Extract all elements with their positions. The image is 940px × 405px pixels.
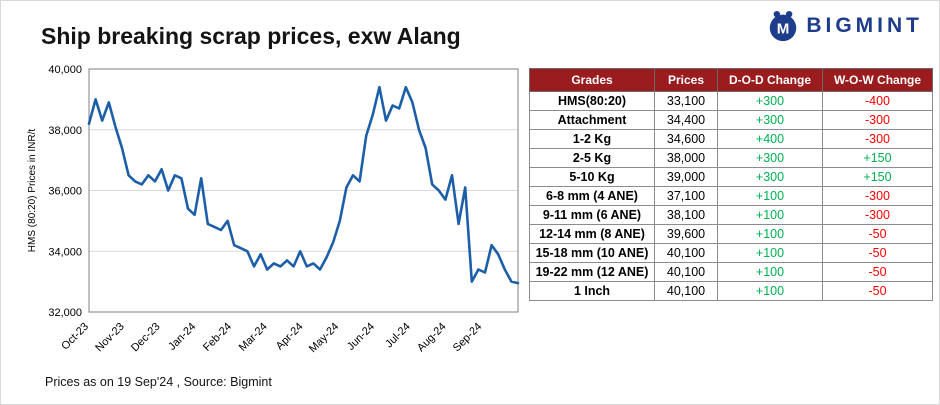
svg-text:38,000: 38,000: [48, 125, 82, 137]
price-cell: 34,400: [654, 110, 718, 130]
dod-change-cell: +100: [717, 205, 823, 225]
price-cell: 34,600: [654, 129, 718, 149]
bigmint-logo-icon: M: [770, 10, 797, 42]
column-header-2: D-O-D Change: [717, 68, 823, 92]
svg-text:May-24: May-24: [307, 321, 341, 355]
svg-text:Mar-24: Mar-24: [237, 321, 270, 354]
price-cell: 38,000: [654, 148, 718, 168]
chart-svg: 32,000 34,000 36,000 38,000 40,000 Oct-23 Nov-…: [27, 64, 520, 355]
svg-text:34,000: 34,000: [48, 246, 82, 258]
wow-change-cell: +150: [822, 167, 933, 187]
svg-text:Oct-23: Oct-23: [59, 321, 91, 353]
svg-text:Feb-24: Feb-24: [201, 321, 234, 354]
dod-change-cell: +100: [717, 224, 823, 244]
price-cell: 40,100: [654, 281, 718, 301]
table-header-row: Grades Prices D-O-D Change W-O-W Change: [529, 68, 933, 92]
grade-cell: HMS(80:20): [529, 91, 655, 111]
column-header-0: Grades: [529, 68, 655, 92]
column-header-3: W-O-W Change: [822, 68, 933, 92]
table-row: 2-5 Kg 38,000 +300 +150: [529, 148, 933, 168]
column-header-1: Prices: [654, 68, 718, 92]
wow-change-cell: -300: [822, 110, 933, 130]
svg-text:HMS (80:20) Prices in INR/t: HMS (80:20) Prices in INR/t: [27, 129, 38, 253]
dod-change-cell: +100: [717, 186, 823, 206]
dod-change-cell: +100: [717, 243, 823, 263]
grade-cell: 1-2 Kg: [529, 129, 655, 149]
table-row: 1 Inch 40,100 +100 -50: [529, 281, 933, 301]
svg-text:M: M: [777, 21, 790, 38]
price-cell: 40,100: [654, 262, 718, 282]
page-title: Ship breaking scrap prices, exw Alang: [41, 23, 461, 49]
price-chart: 32,000 34,000 36,000 38,000 40,000 Oct-23 Nov-…: [21, 57, 536, 382]
table-row: 1-2 Kg 34,600 +400 -300: [529, 129, 933, 149]
source-note: Prices as on 19 Sep'24 , Source: Bigmint: [45, 375, 272, 389]
dod-change-cell: +300: [717, 110, 823, 130]
wow-change-cell: +150: [822, 148, 933, 168]
price-cell: 39,000: [654, 167, 718, 187]
price-table-wrap: Grades Prices D-O-D Change W-O-W Change HMS…: [529, 68, 933, 301]
svg-text:36,000: 36,000: [48, 186, 82, 198]
grade-cell: 2-5 Kg: [529, 148, 655, 168]
grade-cell: 1 Inch: [529, 281, 655, 301]
dod-change-cell: +300: [717, 148, 823, 168]
grade-cell: 15-18 mm (10 ANE): [529, 243, 655, 263]
price-cell: 38,100: [654, 205, 718, 225]
svg-text:Jan-24: Jan-24: [166, 321, 198, 353]
wow-change-cell: -300: [822, 205, 933, 225]
price-cell: 39,600: [654, 224, 718, 244]
svg-text:Jun-24: Jun-24: [345, 321, 377, 353]
grade-cell: 6-8 mm (4 ANE): [529, 186, 655, 206]
table-row: 6-8 mm (4 ANE) 37,100 +100 -300: [529, 186, 933, 206]
wow-change-cell: -50: [822, 262, 933, 282]
dod-change-cell: +300: [717, 91, 823, 111]
dod-change-cell: +100: [717, 281, 823, 301]
price-table-head: Grades Prices D-O-D Change W-O-W Change: [529, 68, 933, 92]
wow-change-cell: -50: [822, 224, 933, 244]
grade-cell: 5-10 Kg: [529, 167, 655, 187]
table-row: Attachment 34,400 +300 -300: [529, 110, 933, 130]
grade-cell: 9-11 mm (6 ANE): [529, 205, 655, 225]
dod-change-cell: +100: [717, 262, 823, 282]
svg-text:Jul-24: Jul-24: [383, 321, 413, 351]
svg-text:Dec-23: Dec-23: [129, 321, 163, 355]
grade-cell: 12-14 mm (8 ANE): [529, 224, 655, 244]
wow-change-cell: -300: [822, 186, 933, 206]
table-row: 15-18 mm (10 ANE) 40,100 +100 -50: [529, 243, 933, 263]
price-cell: 33,100: [654, 91, 718, 111]
wow-change-cell: -300: [822, 129, 933, 149]
dod-change-cell: +400: [717, 129, 823, 149]
price-cell: 37,100: [654, 186, 718, 206]
svg-text:Aug-24: Aug-24: [415, 321, 449, 355]
price-cell: 40,100: [654, 243, 718, 263]
wow-change-cell: -50: [822, 281, 933, 301]
table-row: HMS(80:20) 33,100 +300 -400: [529, 91, 933, 111]
brand-logo-text: BIGMINT: [806, 14, 923, 37]
price-table-body: HMS(80:20) 33,100 +300 -400 Attachment 34,400…: [529, 91, 933, 301]
svg-text:Nov-23: Nov-23: [93, 321, 127, 355]
wow-change-cell: -50: [822, 243, 933, 263]
table-row: 9-11 mm (6 ANE) 38,100 +100 -300: [529, 205, 933, 225]
grade-cell: Attachment: [529, 110, 655, 130]
table-row: 12-14 mm (8 ANE) 39,600 +100 -50: [529, 224, 933, 244]
svg-text:40,000: 40,000: [48, 64, 82, 76]
svg-text:32,000: 32,000: [48, 307, 82, 319]
svg-text:Apr-24: Apr-24: [274, 321, 306, 353]
wow-change-cell: -400: [822, 91, 933, 111]
table-row: 19-22 mm (12 ANE) 40,100 +100 -50: [529, 262, 933, 282]
brand-logo: M BIGMINT: [766, 9, 923, 43]
svg-text:Sep-24: Sep-24: [451, 321, 485, 355]
grade-cell: 19-22 mm (12 ANE): [529, 262, 655, 282]
price-table: Grades Prices D-O-D Change W-O-W Change HMS…: [529, 68, 933, 301]
dod-change-cell: +300: [717, 167, 823, 187]
table-row: 5-10 Kg 39,000 +300 +150: [529, 167, 933, 187]
